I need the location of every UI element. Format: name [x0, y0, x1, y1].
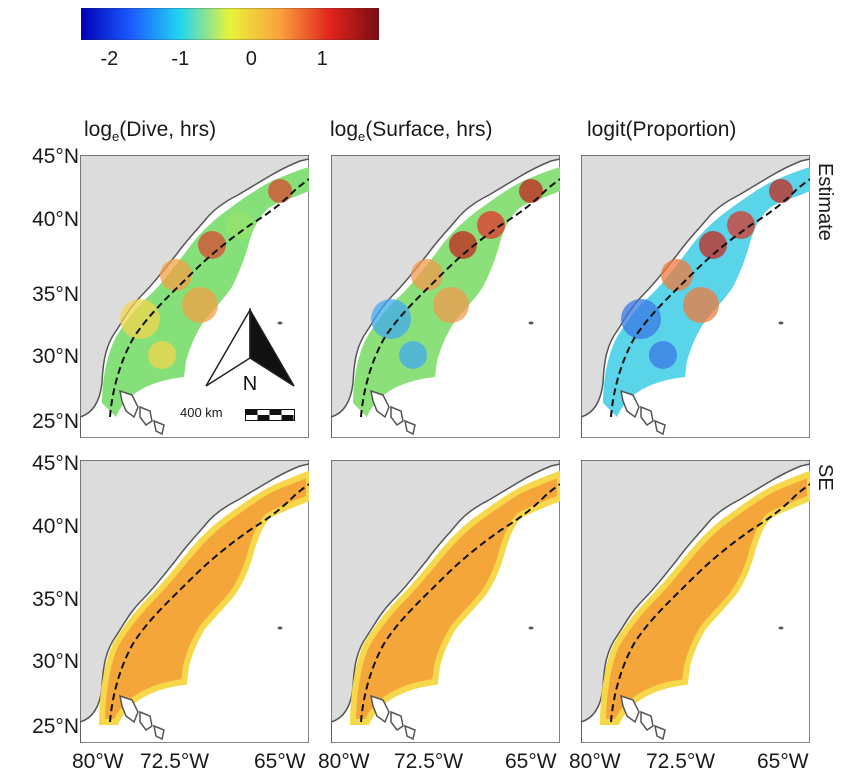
- map-panel-surface-estimate: [331, 155, 560, 438]
- lat-label: 40°N: [32, 208, 79, 231]
- lon-label: 80°W: [72, 750, 124, 773]
- bermuda-marker: [277, 321, 283, 325]
- lat-label: 45°N: [32, 145, 79, 168]
- column-title-proportion: logit(Proportion): [587, 118, 737, 141]
- bermuda-marker: [528, 626, 534, 630]
- estimate-blob: [399, 341, 427, 369]
- estimate-blob: [371, 299, 411, 339]
- lat-label: 25°N: [32, 715, 79, 738]
- lat-label: 30°N: [32, 650, 79, 673]
- colorbar: [81, 8, 379, 40]
- lon-label: 65°W: [505, 750, 557, 773]
- land-mass: [80, 155, 309, 438]
- shelf-break-line: [109, 178, 309, 418]
- lon-label: 72.5°W: [646, 750, 716, 773]
- shelf-break-line: [360, 178, 560, 418]
- se-surface: [599, 470, 810, 725]
- estimate-blob: [699, 231, 727, 259]
- land-mass: [331, 460, 560, 743]
- lat-label: 25°N: [32, 410, 79, 433]
- estimate-blob: [519, 179, 543, 203]
- estimate-blob: [148, 341, 176, 369]
- estimate-blob: [268, 179, 292, 203]
- column-title-surface: loge(Surface, hrs): [330, 118, 493, 145]
- islands: [370, 694, 416, 741]
- shelf-break-line: [610, 483, 810, 723]
- estimate-blob: [182, 287, 218, 323]
- lat-label: 35°N: [32, 588, 79, 611]
- estimate-blob: [477, 211, 505, 239]
- estimate-blob: [411, 259, 443, 291]
- shelf-break-line: [610, 178, 810, 418]
- land-mass: [80, 460, 309, 743]
- lon-label: 65°W: [757, 750, 809, 773]
- se-surface: [98, 470, 309, 725]
- se-surface: [349, 470, 560, 725]
- islands: [119, 389, 165, 436]
- north-arrow-label: N: [243, 373, 257, 392]
- bermuda-marker: [778, 626, 784, 630]
- estimate-blob: [160, 259, 192, 291]
- bermuda-marker: [277, 626, 283, 630]
- lat-label: 35°N: [32, 283, 79, 306]
- islands: [620, 389, 666, 436]
- estimate-blob: [621, 299, 661, 339]
- map-panel-dive-estimate: [80, 155, 309, 438]
- north-arrow-icon: N: [205, 308, 295, 392]
- column-title-dive: loge(Dive, hrs): [84, 118, 217, 145]
- land-mass: [581, 155, 810, 438]
- land-mass: [581, 460, 810, 743]
- estimate-blob: [649, 341, 677, 369]
- map-panel-dive-se: [80, 460, 309, 743]
- scale-bar-icon: [245, 409, 295, 421]
- shelf-break-line: [109, 483, 309, 723]
- scale-label: 400 km: [180, 405, 223, 420]
- estimate-blob: [365, 371, 389, 395]
- estimate-blob: [114, 371, 138, 395]
- islands: [119, 694, 165, 741]
- estimate-blob: [683, 287, 719, 323]
- colorbar-tick: 1: [316, 48, 328, 70]
- bermuda-marker: [778, 321, 784, 325]
- map-panel-proportion-estimate: [581, 155, 810, 438]
- lon-label: 72.5°W: [140, 750, 210, 773]
- lon-label: 80°W: [318, 750, 370, 773]
- bermuda-marker: [528, 321, 534, 325]
- lat-label: 40°N: [32, 515, 79, 538]
- lon-label: 72.5°W: [394, 750, 464, 773]
- islands: [370, 389, 416, 436]
- estimate-blob: [198, 231, 226, 259]
- estimate-blob: [433, 287, 469, 323]
- land-mass: [331, 155, 560, 438]
- estimate-blob: [615, 371, 639, 395]
- lon-label: 65°W: [254, 750, 306, 773]
- estimate-blob: [769, 179, 793, 203]
- colorbar-tick: -2: [100, 48, 119, 70]
- estimate-blob: [661, 259, 693, 291]
- estimate-blob: [449, 231, 477, 259]
- lat-label: 30°N: [32, 345, 79, 368]
- map-panel-surface-se: [331, 460, 560, 743]
- lon-label: 80°W: [569, 750, 621, 773]
- map-panel-proportion-se: [581, 460, 810, 743]
- colorbar-tick: -1: [171, 48, 190, 70]
- estimate-blob: [120, 299, 160, 339]
- estimate-blob: [727, 211, 755, 239]
- colorbar-gradient: [81, 8, 379, 40]
- estimate-blob: [226, 211, 254, 239]
- islands: [620, 694, 666, 741]
- row-label-se: SE: [814, 464, 836, 491]
- shelf-break-line: [360, 483, 560, 723]
- colorbar-tick: 0: [245, 48, 257, 70]
- row-label-estimate: Estimate: [814, 163, 836, 241]
- lat-label: 45°N: [32, 452, 79, 475]
